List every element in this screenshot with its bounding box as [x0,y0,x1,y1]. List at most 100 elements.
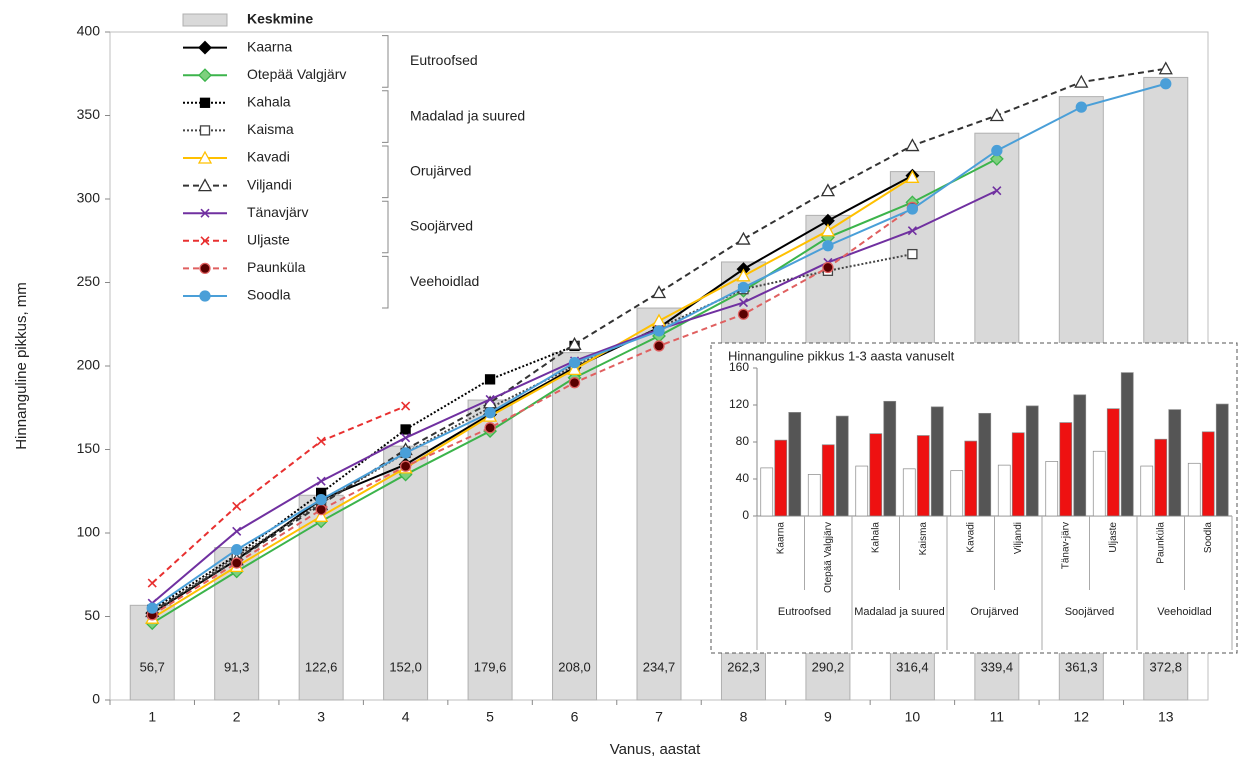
legend-bracket [382,200,389,254]
y-tick-label: 100 [77,524,101,540]
x-tick-label: 10 [905,709,921,725]
inset-bar [855,465,869,517]
inset-y-tick-label: 0 [742,508,749,522]
inset-bar [883,400,897,517]
marker [401,433,411,443]
bar-value-label: 179,6 [474,659,507,674]
bar-value-label: 234,7 [643,659,676,674]
y-tick-label: 150 [77,440,101,456]
legend-bracket [382,35,389,88]
inset-category-label: Uljaste [1108,522,1119,553]
marker [736,268,751,282]
x-tick-label: 1 [148,709,156,725]
legend-label: Tänavjärv [247,204,308,220]
inset-bar [1140,465,1154,517]
legend-label: Kavadi [247,149,290,165]
inset-bar [1154,438,1168,517]
x-tick-label: 11 [990,709,1005,725]
marker [567,336,582,350]
legend-group-label: Veehoidlad [410,273,479,289]
marker [568,357,581,369]
inset-bar [1120,372,1134,517]
marker [989,152,1004,166]
bar-value-label: 152,0 [389,659,422,674]
bar-value-label: 339,4 [981,659,1014,674]
marker [200,236,210,246]
legend-label: Paunküla [247,259,306,275]
marker [316,476,326,486]
inset-bar [1059,422,1073,517]
inset-category-label: Otepää Valgjärv [823,522,834,593]
marker [232,526,242,536]
marker [992,186,1002,196]
marker [651,285,667,299]
marker [1074,74,1089,88]
inset-category-label: Kaisma [918,522,929,556]
bar-value-label: 122,6 [305,659,338,674]
x-tick-label: 6 [571,709,579,725]
x-tick-label: 5 [486,709,494,725]
marker [906,203,919,215]
bar-value-label: 316,4 [896,659,929,674]
marker [315,493,327,506]
inset-bar [807,474,821,517]
x-tick-label: 13 [1158,709,1174,725]
inset-group-label: Soojärved [1065,606,1115,618]
inset-category-label: Kahala [870,522,881,554]
legend-swatch [182,13,228,27]
bar-value-label: 372,8 [1149,659,1182,674]
x-tick-label: 3 [317,709,325,725]
inset-bar [916,435,930,517]
x-tick-label: 7 [655,709,663,725]
line [151,176,913,620]
legend-bracket [382,145,389,199]
bar-value-label: 56,7 [140,659,165,674]
marker [485,394,495,404]
y-tick-label: 0 [92,691,100,707]
y-tick-label: 200 [77,357,101,373]
marker [568,377,581,389]
y-tick-label: 300 [77,190,101,206]
marker [198,68,212,83]
inset-bar [1073,394,1087,517]
bar-value-label: 262,3 [727,659,760,674]
inset-category-label: Tänav-järv [1060,522,1071,569]
marker [905,138,920,152]
marker [198,40,212,55]
marker [907,226,917,236]
inset-category-label: Kaarna [775,522,786,555]
legend-group-label: Orujärved [410,163,471,179]
marker [653,340,665,352]
inset-bar [1106,408,1120,517]
inset-bar [1092,450,1106,517]
line [151,206,913,616]
marker [1160,78,1172,90]
marker [989,108,1004,122]
marker [820,183,836,197]
legend-bracket [382,255,389,309]
marker [399,447,412,459]
y-tick-label: 50 [84,607,100,623]
inset-group-label: Orujärved [970,606,1018,618]
inset-bar [821,444,835,517]
x-tick-label: 9 [824,709,832,725]
legend-label: Kaarna [247,38,292,54]
inset-bar [835,415,849,517]
marker [822,261,834,274]
y-tick-label: 250 [77,273,101,289]
marker [738,297,749,308]
inset-bar [788,412,802,517]
marker [316,436,326,446]
line [151,174,913,615]
legend-label: Kaisma [247,121,294,137]
inset-y-tick-label: 160 [729,360,749,374]
inset-y-tick-label: 40 [736,471,750,485]
marker [147,578,157,588]
inset-category-label: Kavadi [965,522,976,553]
x-tick-label: 12 [1074,709,1090,725]
inset-bar [774,439,788,517]
inset-bar [869,433,883,517]
marker [199,262,211,275]
inset-bar [1201,431,1215,517]
inset-bar [1215,403,1229,517]
